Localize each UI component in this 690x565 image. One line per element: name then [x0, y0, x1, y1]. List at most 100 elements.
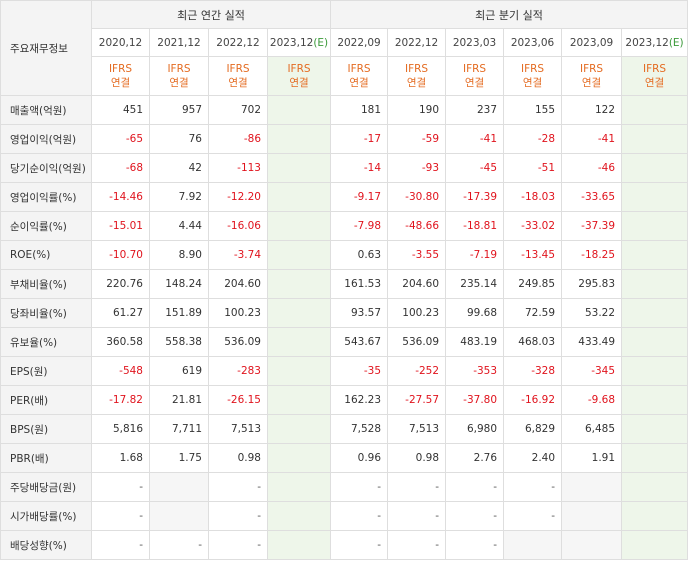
row-label: EPS(원): [0, 356, 92, 386]
row-label: PER(배): [0, 385, 92, 415]
table-cell: -26.15: [208, 385, 268, 415]
row-label: PBR(배): [0, 443, 92, 473]
period-label: 2022,09: [337, 36, 381, 49]
table-cell: -41: [561, 124, 623, 154]
table-cell: 451: [91, 95, 150, 125]
table-cell: -59: [387, 124, 447, 154]
table-cell: -3.55: [387, 240, 447, 270]
table-cell: -9.17: [330, 182, 389, 212]
table-cell: 161.53: [330, 269, 389, 299]
table-row: 당기순이익(억원) -68 42 -113 -14 -93 -45 -51 -46: [0, 153, 689, 183]
table-cell: 122: [561, 95, 623, 125]
table-cell: 148.24: [149, 269, 209, 299]
table-cell: 204.60: [387, 269, 447, 299]
table-row: PER(배) -17.82 21.81 -26.15 162.23 -27.57 -37.8…: [0, 385, 689, 415]
corner-header: 주요재무정보: [0, 0, 92, 96]
ifrs-badge: IFRS 연결: [91, 56, 150, 96]
table-cell: 536.09: [387, 327, 447, 357]
table-cell: [266, 153, 332, 183]
table-row: EPS(원) -548 619 -283 -35 -252 -353 -328 -345: [0, 356, 689, 386]
table-cell: [621, 356, 689, 386]
ifrs-badge: IFRS 연결: [266, 56, 332, 96]
table-cell: -37.80: [445, 385, 505, 415]
table-cell: 100.23: [387, 298, 447, 328]
table-cell: [621, 124, 689, 154]
table-cell: [149, 472, 209, 502]
table-cell: -17.82: [91, 385, 150, 415]
table-cell: [561, 501, 623, 531]
row-label: 시가배당률(%): [0, 501, 92, 531]
ifrs-label: IFRS: [287, 63, 311, 75]
ifrs-badge: IFRS 연결: [387, 56, 447, 96]
row-label: 배당성향(%): [0, 530, 92, 560]
table-row: 배당성향(%) - - - - - -: [0, 530, 689, 560]
table-cell: -30.80: [387, 182, 447, 212]
table-cell: 4.44: [149, 211, 209, 241]
consolidated-label: 연결: [406, 77, 427, 89]
table-cell: -328: [503, 356, 563, 386]
table-cell: [266, 414, 332, 444]
table-cell: [503, 530, 563, 560]
table-cell: 483.19: [445, 327, 505, 357]
table-cell: [266, 95, 332, 125]
accounting-standard-row: IFRS 연결 IFRS 연결 IFRS 연결 IFRS 연결 IFRS 연결 IFRS 연결 IFRS…: [1, 56, 689, 96]
table-cell: [266, 327, 332, 357]
period-header: 2023,06: [503, 28, 563, 57]
row-label: BPS(원): [0, 414, 92, 444]
table-cell: -41: [445, 124, 505, 154]
table-cell: -252: [387, 356, 447, 386]
table-cell: 5,816: [91, 414, 150, 444]
table-cell: 6,829: [503, 414, 563, 444]
table-cell: [621, 530, 689, 560]
estimate-mark: (E): [668, 36, 684, 49]
table-cell: 7,513: [387, 414, 447, 444]
consolidated-label: 연결: [169, 77, 189, 89]
row-label: 당기순이익(억원): [0, 153, 92, 183]
table-cell: -93: [387, 153, 447, 183]
table-cell: -45: [445, 153, 505, 183]
row-label: 매출액(억원): [0, 95, 92, 125]
consolidated-label: 연결: [110, 77, 131, 89]
table-cell: -16.92: [503, 385, 563, 415]
table-cell: -10.70: [91, 240, 150, 270]
table-cell: [621, 501, 689, 531]
table-cell: -: [387, 501, 447, 531]
table-cell: [621, 153, 689, 183]
ifrs-label: IFRS: [462, 63, 487, 75]
table-cell: -16.06: [208, 211, 268, 241]
table-cell: -14.46: [91, 182, 150, 212]
table-cell: -: [387, 530, 447, 560]
table-cell: 220.76: [91, 269, 150, 299]
ifrs-badge: IFRS 연결: [149, 56, 209, 96]
ifrs-badge: IFRS 연결: [503, 56, 563, 96]
ifrs-label: IFRS: [347, 63, 371, 75]
consolidated-label: 연결: [522, 77, 543, 89]
period-header: 2021,12: [149, 28, 209, 57]
row-label: 영업이익(억원): [0, 124, 92, 154]
table-cell: -28: [503, 124, 563, 154]
table-cell: -: [445, 501, 505, 531]
table-cell: 42: [149, 153, 209, 183]
table-cell: -15.01: [91, 211, 150, 241]
period-header: 2023,03: [445, 28, 505, 57]
table-cell: -: [503, 501, 563, 531]
table-cell: -: [387, 472, 447, 502]
row-label: 부채비율(%): [0, 269, 92, 299]
table-cell: [621, 298, 689, 328]
table-cell: 619: [149, 356, 209, 386]
table-cell: 99.68: [445, 298, 505, 328]
table-cell: -: [91, 501, 150, 531]
ifrs-label: IFRS: [404, 63, 429, 75]
table-cell: 2.76: [445, 443, 505, 473]
table-cell: [266, 530, 332, 560]
table-cell: -283: [208, 356, 268, 386]
table-cell: 237: [445, 95, 505, 125]
ifrs-label: IFRS: [520, 63, 545, 75]
table-cell: [621, 472, 689, 502]
row-label: ROE(%): [0, 240, 92, 270]
consolidated-label: 연결: [349, 77, 369, 89]
table-cell: 155: [503, 95, 563, 125]
table-row: 매출액(억원) 451 957 702 181 190 237 155 122: [0, 95, 689, 125]
table-cell: -18.81: [445, 211, 505, 241]
